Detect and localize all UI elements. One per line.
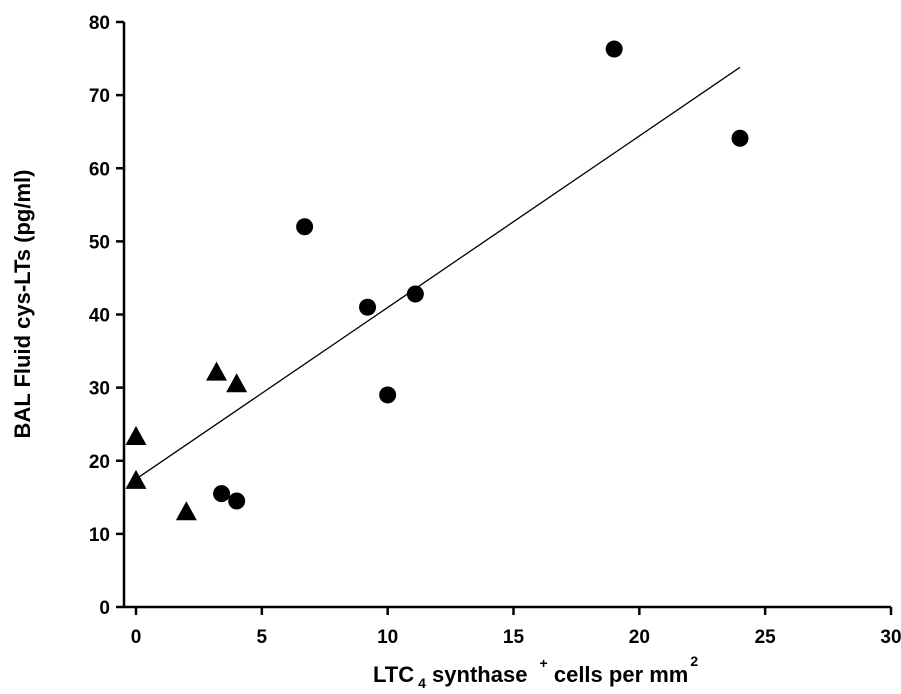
y-tick-label: 20 [89,452,110,473]
x-axis-title-part: cells per mm [548,662,689,687]
x-tick-label: 0 [131,627,142,648]
y-tick-label: 80 [89,13,110,34]
y-ticks: 0 10 20 30 40 50 60 70 80 [89,13,124,619]
x-tick-label: 5 [257,627,268,648]
x-axis-title-part: synthase [426,662,534,687]
circle-point [296,218,314,236]
x-axis-title-superscript: + [540,655,548,671]
circle-point [359,298,377,316]
circle-point [213,485,231,503]
x-ticks: 0 5 10 15 20 25 30 [131,607,901,648]
y-tick-label: 30 [89,379,110,400]
x-tick-label: 30 [880,627,901,648]
triangle-point [125,425,147,445]
triangle-point [125,469,147,489]
x-axis-title-part: LTC [373,662,414,687]
plot-area: 0 5 10 15 20 25 30 0 10 20 30 40 50 60 70 80 [89,13,901,648]
x-axis-title-superscript: 2 [690,653,698,669]
y-tick-label: 50 [89,232,110,253]
x-tick-label: 15 [503,627,525,648]
triangle-point [175,501,197,521]
x-tick-label: 25 [755,627,777,648]
circle-point [605,40,623,58]
x-axis-title-subscript: 4 [418,675,426,691]
y-axis-title: BAL Fluid cys-LTs (pg/ml) [10,170,35,439]
circle-point [406,285,424,303]
regression-line [135,66,741,480]
triangle-point [226,373,248,393]
data-points [125,40,749,521]
x-tick-label: 10 [377,627,398,648]
y-tick-label: 40 [89,306,110,327]
circle-point [379,386,397,404]
y-tick-label: 60 [89,159,110,180]
y-tick-label: 0 [99,598,110,619]
circle-point [731,129,749,147]
triangle-point [206,361,228,381]
y-tick-label: 10 [89,525,110,546]
circle-point [228,492,246,510]
x-axis-title: LTC 4 synthase + cells per mm2 [373,653,698,691]
y-tick-label: 70 [89,86,110,107]
x-tick-label: 20 [629,627,650,648]
